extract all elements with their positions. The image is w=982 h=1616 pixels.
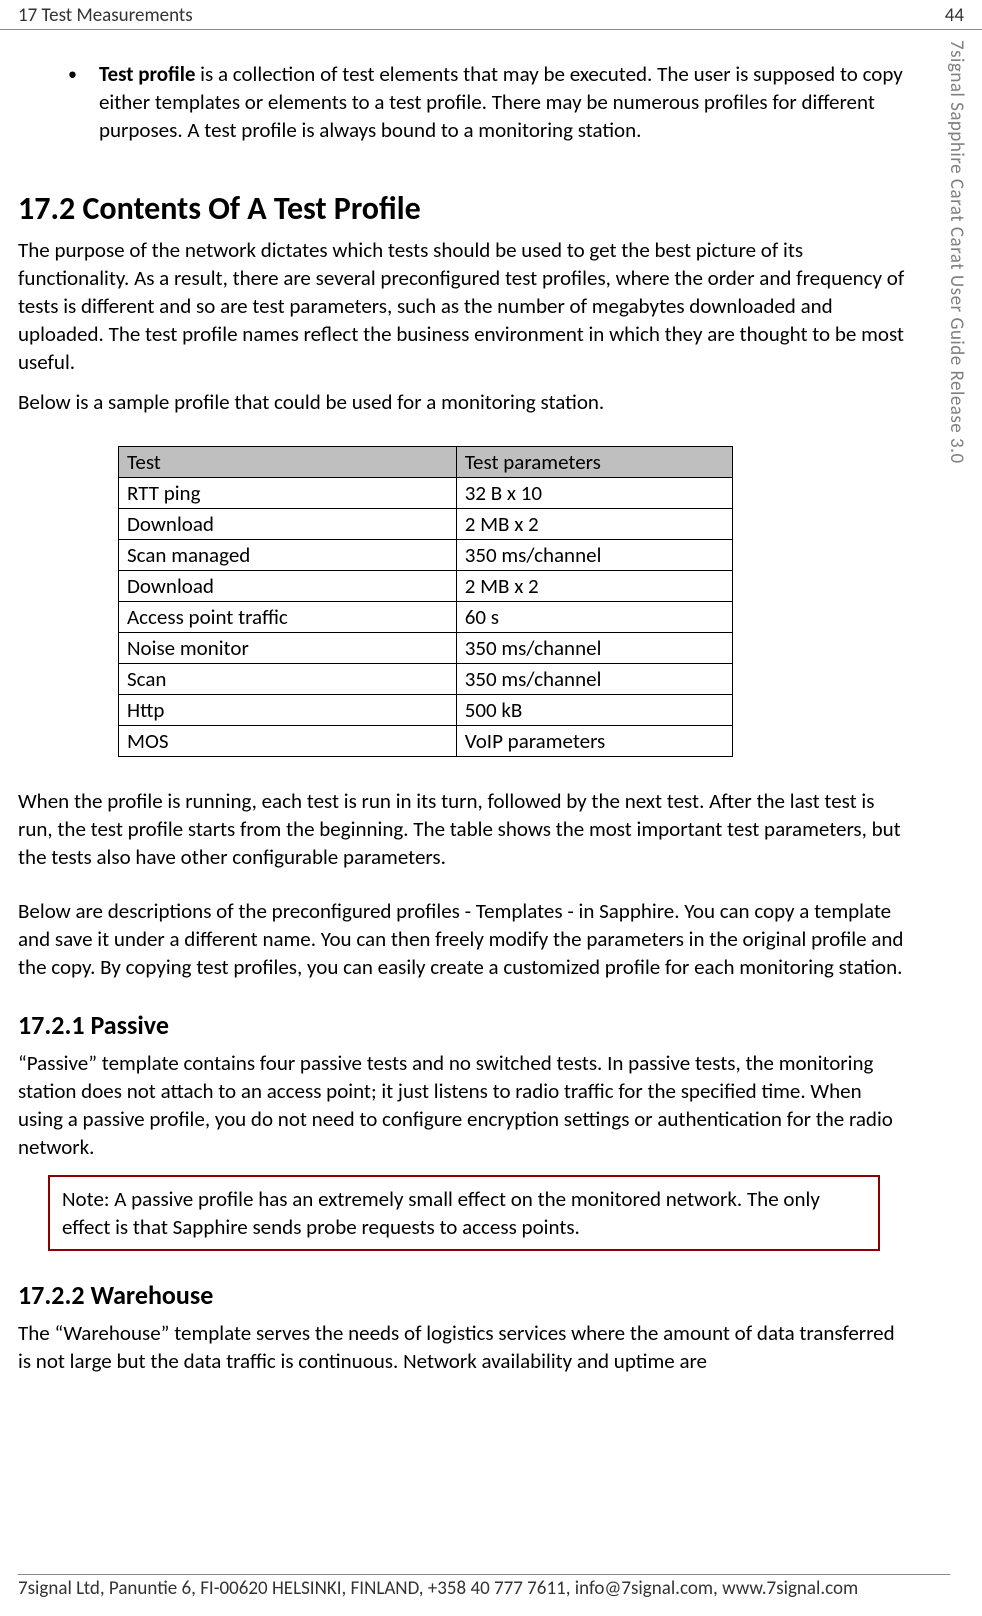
para-17-2-a: The purpose of the network dictates whic… xyxy=(18,236,910,376)
bullet-test-profile: • Test profile is a collection of test e… xyxy=(68,60,910,144)
header-page-number: 44 xyxy=(945,4,964,27)
heading-17-2-2: 17.2.2 Warehouse xyxy=(18,1279,910,1311)
table-cell: Noise monitor xyxy=(119,633,457,664)
table-cell: 500 kB xyxy=(456,695,732,726)
para-17-2-1: “Passive” template contains four passive… xyxy=(18,1049,910,1161)
heading-17-2: 17.2 Contents Of A Test Profile xyxy=(18,189,910,228)
bullet-body: Test profile is a collection of test ele… xyxy=(99,60,910,144)
header-left: 17 Test Measurements xyxy=(18,4,193,27)
table-row: Http500 kB xyxy=(119,695,733,726)
note-box-passive: Note: A passive profile has an extremely… xyxy=(48,1175,880,1251)
table-cell: Download xyxy=(119,509,457,540)
table-cell: 2 MB x 2 xyxy=(456,571,732,602)
table-cell: 2 MB x 2 xyxy=(456,509,732,540)
table-cell: 350 ms/channel xyxy=(456,664,732,695)
table-row: Scan350 ms/channel xyxy=(119,664,733,695)
test-profile-table: Test Test parameters RTT ping32 B x 10Do… xyxy=(118,446,733,757)
page-header: 17 Test Measurements 44 xyxy=(0,0,982,30)
bullet-term: Test profile xyxy=(99,61,195,87)
table-cell: MOS xyxy=(119,726,457,757)
page-footer: 7signal Ltd, Panuntie 6, FI-00620 HELSIN… xyxy=(18,1574,950,1600)
table-header-cell: Test xyxy=(119,447,457,478)
table-cell: Scan xyxy=(119,664,457,695)
table-row: Download2 MB x 2 xyxy=(119,571,733,602)
para-17-2-2: The “Warehouse” template serves the need… xyxy=(18,1319,910,1375)
table-cell: Scan managed xyxy=(119,540,457,571)
table-cell: Http xyxy=(119,695,457,726)
table-cell: VoIP parameters xyxy=(456,726,732,757)
table-cell: 60 s xyxy=(456,602,732,633)
bullet-icon: • xyxy=(68,60,77,144)
para-after-table-2: Below are descriptions of the preconfigu… xyxy=(18,897,910,981)
table-cell: 350 ms/channel xyxy=(456,633,732,664)
table-row: Scan managed350 ms/channel xyxy=(119,540,733,571)
table-cell: 350 ms/channel xyxy=(456,540,732,571)
page-content: • Test profile is a collection of test e… xyxy=(0,30,982,1375)
para-17-2-b: Below is a sample profile that could be … xyxy=(18,388,910,416)
table-row: Noise monitor350 ms/channel xyxy=(119,633,733,664)
table-cell: RTT ping xyxy=(119,478,457,509)
side-vertical-text: 7signal Sapphire Carat Carat User Guide … xyxy=(945,40,968,464)
table-row: RTT ping32 B x 10 xyxy=(119,478,733,509)
table-row: Download2 MB x 2 xyxy=(119,509,733,540)
bullet-rest: is a collection of test elements that ma… xyxy=(99,61,903,143)
para-after-table-1: When the profile is running, each test i… xyxy=(18,787,910,871)
heading-17-2-1: 17.2.1 Passive xyxy=(18,1009,910,1041)
table-row: Access point traffic60 s xyxy=(119,602,733,633)
table-row: MOSVoIP parameters xyxy=(119,726,733,757)
table-header-cell: Test parameters xyxy=(456,447,732,478)
table-header-row: Test Test parameters xyxy=(119,447,733,478)
table-cell: 32 B x 10 xyxy=(456,478,732,509)
table-cell: Access point traffic xyxy=(119,602,457,633)
table-cell: Download xyxy=(119,571,457,602)
